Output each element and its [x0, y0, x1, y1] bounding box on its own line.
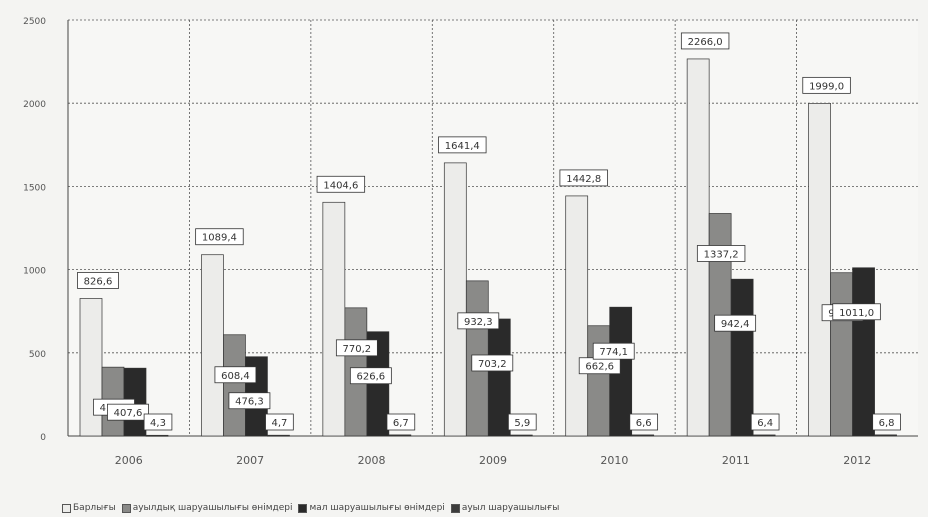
- data-label: 1337,2: [704, 249, 739, 260]
- data-label-box: [335, 339, 378, 357]
- data-label: 774,1: [599, 347, 628, 358]
- data-label: 770,2: [343, 344, 372, 355]
- data-label-box: [592, 342, 635, 360]
- bar: [223, 334, 246, 437]
- data-label-box: [143, 413, 173, 431]
- data-label-box: [265, 413, 294, 431]
- data-label-box: [696, 245, 746, 262]
- legend-label: Барлығы: [73, 503, 116, 513]
- bar: [267, 434, 290, 437]
- data-label: 942,4: [721, 319, 750, 330]
- data-label-box: [438, 136, 487, 154]
- data-label-box: [228, 392, 271, 410]
- bar: [808, 103, 831, 437]
- x-tick-label: 2012: [843, 454, 871, 467]
- data-label-box: [77, 272, 119, 289]
- data-label: 608,4: [221, 371, 250, 382]
- legend-label: мал шаруашылығы өнімдері: [309, 503, 445, 513]
- x-tick-label: 2009: [479, 454, 507, 467]
- data-label-box: [559, 169, 608, 187]
- data-label: 703,2: [478, 359, 507, 370]
- bar-chart: 05001000150020002500826,6413,7407,64,320…: [23, 17, 918, 467]
- data-label-box: [349, 367, 392, 385]
- data-label-box: [832, 303, 881, 321]
- data-label-box: [629, 413, 659, 431]
- data-label-box: [107, 403, 149, 421]
- data-label: 1999,0: [809, 81, 844, 92]
- bar: [487, 318, 511, 437]
- data-label-box: [714, 314, 757, 332]
- data-label-box: [507, 413, 537, 431]
- bar: [852, 267, 875, 437]
- legend-item: мал шаруашылығы өнімдері: [298, 503, 445, 513]
- data-label: 932,3: [464, 317, 493, 328]
- data-label: 2266,0: [688, 37, 723, 48]
- data-label-box: [872, 413, 901, 431]
- legend-label: ауылдық шаруашылығы өнімдері: [132, 503, 293, 513]
- y-tick-label: 0: [40, 433, 46, 443]
- x-tick-label: 2007: [236, 454, 264, 467]
- data-label-box: [471, 354, 514, 372]
- bar-group: [201, 254, 290, 437]
- data-label: 1404,6: [323, 180, 358, 191]
- bar: [509, 434, 533, 437]
- data-label-box: [750, 413, 780, 431]
- bar-group: [443, 162, 533, 437]
- data-label-box: [457, 312, 500, 330]
- legend-label: ауыл шаруашылығы: [461, 503, 560, 513]
- bar: [388, 434, 412, 437]
- legend-swatch: [450, 503, 460, 513]
- bar: [322, 201, 346, 437]
- legend-item: Барлығы: [62, 503, 116, 513]
- x-tick-label: 2010: [600, 454, 628, 467]
- bar: [730, 278, 754, 437]
- data-label: 662,6: [585, 362, 614, 373]
- data-label: 6,7: [393, 418, 409, 429]
- data-label: 826,6: [84, 276, 113, 287]
- data-label: 1641,4: [445, 141, 480, 152]
- legend-swatch: [298, 503, 308, 513]
- chart-legend: Барлығы ауылдық шаруашылығы өнімдері мал ш…: [62, 500, 928, 516]
- legend-swatch: [121, 503, 131, 513]
- bar: [145, 434, 169, 437]
- data-label: 407,6: [114, 408, 143, 419]
- data-label-box: [316, 175, 366, 193]
- bar: [201, 254, 224, 437]
- bar: [830, 272, 853, 437]
- data-label: 6,6: [636, 418, 652, 429]
- y-tick-label: 1000: [23, 267, 46, 277]
- bar: [587, 325, 611, 437]
- data-label: 626,6: [357, 372, 386, 383]
- data-label: 5,9: [514, 418, 530, 429]
- y-tick-label: 500: [29, 350, 46, 360]
- bar: [752, 434, 776, 437]
- bar: [631, 434, 655, 437]
- legend-item: ауылдық шаруашылығы өнімдері: [121, 503, 293, 513]
- data-label: 1011,0: [839, 308, 874, 319]
- data-label-box: [195, 228, 244, 246]
- data-label: 6,8: [879, 418, 895, 429]
- data-label-box: [802, 76, 851, 94]
- data-label: 4,3: [150, 418, 166, 429]
- x-tick-label: 2011: [722, 454, 750, 467]
- y-tick-label: 2000: [23, 100, 46, 110]
- data-label-box: [386, 413, 416, 431]
- data-label: 476,3: [235, 397, 264, 408]
- data-label-box: [680, 32, 730, 50]
- bar: [565, 195, 589, 437]
- legend-item: ауыл шаруашылығы: [450, 503, 560, 513]
- data-label: 4,7: [271, 418, 287, 429]
- data-label: 1089,4: [202, 233, 237, 244]
- data-label-box: [214, 366, 257, 384]
- x-tick-label: 2006: [115, 454, 143, 467]
- bar: [443, 162, 467, 437]
- x-tick-label: 2008: [358, 454, 386, 467]
- y-tick-label: 1500: [23, 183, 46, 193]
- y-tick-label: 2500: [23, 17, 46, 27]
- bar: [874, 434, 897, 437]
- legend-swatch: [62, 503, 71, 513]
- data-label: 6,4: [757, 418, 773, 429]
- data-label: 1442,8: [566, 174, 601, 185]
